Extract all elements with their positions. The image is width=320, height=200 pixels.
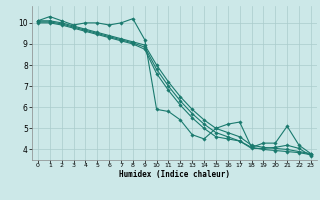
X-axis label: Humidex (Indice chaleur): Humidex (Indice chaleur) <box>119 170 230 179</box>
